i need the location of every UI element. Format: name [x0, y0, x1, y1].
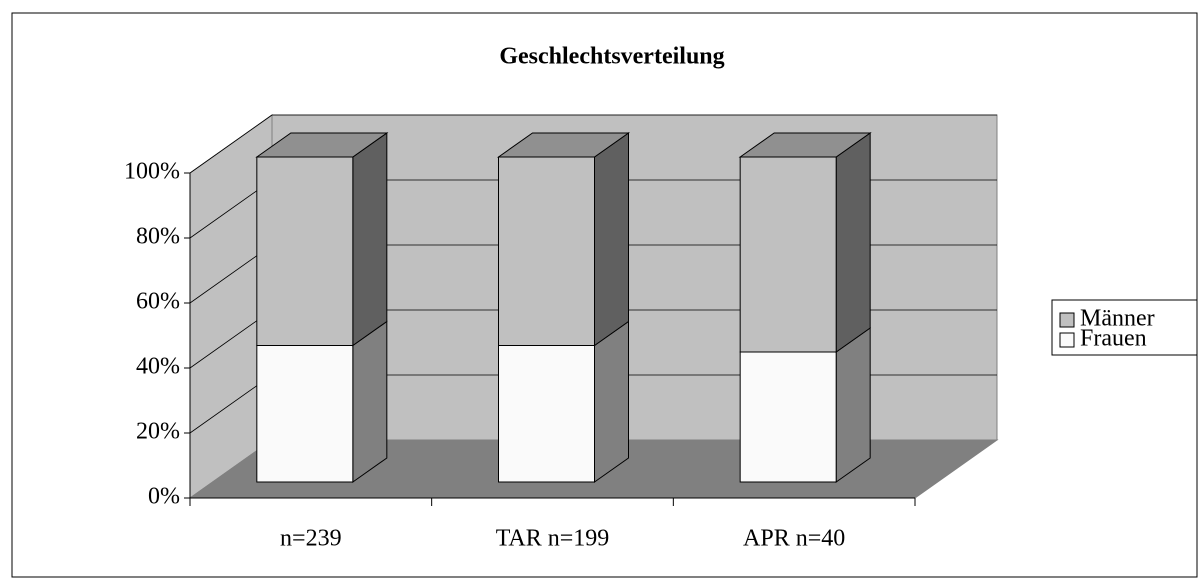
legend-label: Frauen — [1080, 326, 1147, 352]
y-tick-label: 20% — [136, 419, 180, 445]
bar-top — [738, 132, 872, 158]
bar — [498, 156, 595, 346]
bar-side — [352, 132, 388, 347]
bar — [498, 345, 595, 483]
y-tick-label: 40% — [136, 354, 180, 380]
y-tick-label: 100% — [124, 159, 180, 185]
bar-side — [594, 132, 629, 347]
y-tick-label: 80% — [136, 224, 180, 250]
legend-label: Männer — [1080, 306, 1155, 332]
x-tick-label: APR n=40 — [743, 526, 845, 552]
bar — [739, 156, 837, 353]
y-tick-label: 0% — [148, 484, 180, 510]
bar — [739, 351, 837, 483]
x-tick-label: TAR n=199 — [496, 526, 610, 552]
bar-side — [835, 132, 871, 353]
legend-swatch — [1059, 312, 1075, 328]
grid-line — [189, 114, 273, 174]
y-tick-label: 60% — [136, 289, 180, 315]
bar-side — [352, 320, 388, 483]
legend — [1051, 299, 1198, 356]
bar-top — [496, 132, 631, 158]
x-tick-label: n=239 — [280, 526, 342, 552]
bar-top — [255, 132, 389, 158]
chart-title: Geschlechtsverteilung — [499, 44, 724, 70]
bar-side — [835, 327, 871, 483]
bar — [256, 345, 354, 483]
bar-side — [594, 320, 629, 483]
legend-swatch — [1059, 332, 1075, 348]
bar — [256, 156, 354, 346]
